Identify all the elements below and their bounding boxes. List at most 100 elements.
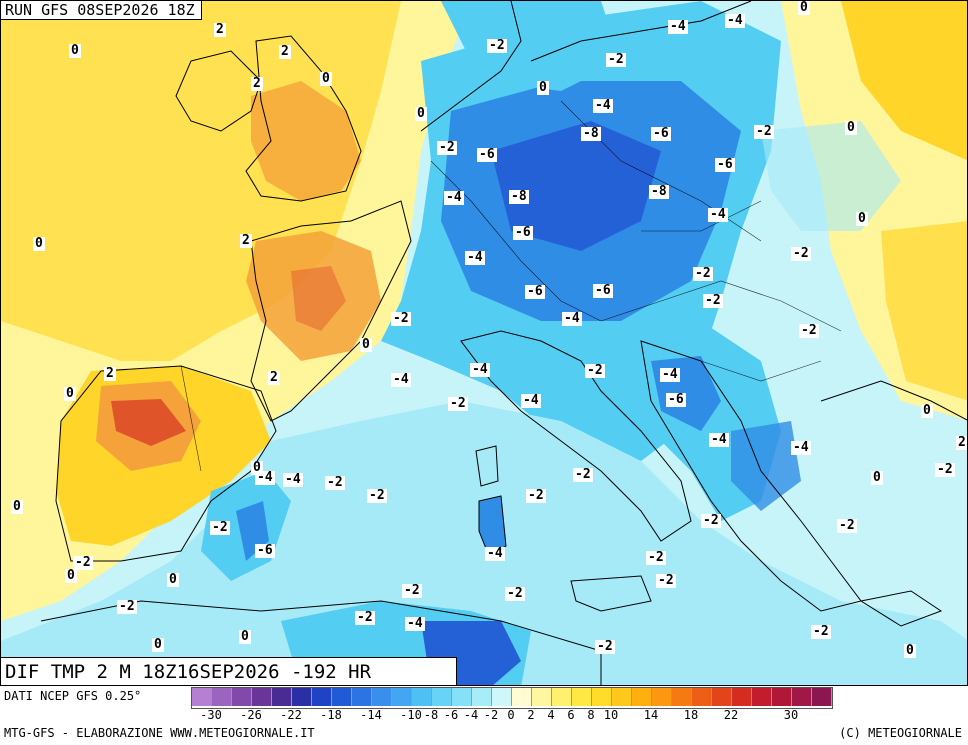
color-scale <box>191 687 833 709</box>
scale-swatch <box>532 688 552 706</box>
contour-label: 0 <box>360 337 372 352</box>
scale-swatch <box>412 688 432 706</box>
corsica-outline <box>475 445 499 487</box>
scale-tick-label: -22 <box>280 708 302 722</box>
sicily-outline <box>570 575 652 612</box>
scale-swatch <box>292 688 312 706</box>
contour-label: -6 <box>666 392 686 407</box>
credit-left: MTG-GFS - ELABORAZIONE WWW.METEOGIORNALE… <box>4 726 315 740</box>
scale-swatch <box>792 688 812 706</box>
border-line <box>641 200 762 232</box>
contour-label: -6 <box>651 126 671 141</box>
contour-label: 0 <box>845 120 857 135</box>
scale-tick-label: -26 <box>240 708 262 722</box>
scale-tick-label: 14 <box>643 708 659 722</box>
scale-tick-label: 18 <box>683 708 699 722</box>
contour-label: 0 <box>33 236 45 251</box>
contour-label: -8 <box>509 189 529 204</box>
temperature-anomaly-map: 2 0 2 2 0 0 -2 -2 -4 -4 0 0 -4 -8 -6 -2 0 -2 -6 -6 -4 -8 -8 -4 0… <box>0 0 968 686</box>
contour-label: -4 <box>255 470 275 485</box>
contour-label: 0 <box>537 80 549 95</box>
warm-uk <box>251 81 361 201</box>
scale-tick-label: -10 <box>400 708 422 722</box>
contour-label: -4 <box>593 98 613 113</box>
contour-label: -2 <box>573 467 593 482</box>
scale-swatch <box>312 688 332 706</box>
contour-label: -2 <box>391 311 411 326</box>
contour-label: -4 <box>485 546 505 561</box>
contour-label: -2 <box>701 513 721 528</box>
contour-label: -2 <box>703 293 723 308</box>
credit-right: (C) METEOGIORNALE <box>839 726 962 740</box>
contour-label: -6 <box>715 157 735 172</box>
contour-label: -6 <box>477 147 497 162</box>
transition-east <box>761 121 901 231</box>
contour-label: -6 <box>525 284 545 299</box>
scale-swatch <box>632 688 652 706</box>
contour-label: -4 <box>391 372 411 387</box>
cold-scandinavia <box>441 1 621 91</box>
cold-central-core <box>491 121 661 251</box>
france-outline <box>250 200 412 422</box>
contour-label: -4 <box>708 207 728 222</box>
contour-label: 2 <box>214 22 226 37</box>
warm-east-south <box>881 221 967 401</box>
warm-france-core <box>291 266 346 331</box>
contour-label: -2 <box>526 488 546 503</box>
border-line <box>430 160 602 322</box>
scale-swatch <box>592 688 612 706</box>
scale-tick-label: -8 <box>423 708 439 722</box>
contour-label: 0 <box>251 460 263 475</box>
scale-tick-label: -30 <box>200 708 222 722</box>
scale-swatch <box>272 688 292 706</box>
scale-swatch <box>732 688 752 706</box>
scale-swatch <box>352 688 372 706</box>
warm-france <box>246 231 381 361</box>
contour-label: -2 <box>73 555 93 570</box>
cold-sardinia <box>479 496 506 556</box>
contour-label: -2 <box>117 599 137 614</box>
contour-label: 0 <box>798 0 810 15</box>
contour-label: -8 <box>649 184 669 199</box>
coastlines <box>40 1 967 685</box>
scale-swatch <box>672 688 692 706</box>
italy-outline <box>460 330 692 542</box>
scale-swatch <box>692 688 712 706</box>
contour-label: -4 <box>791 440 811 455</box>
scale-swatch <box>492 688 512 706</box>
data-source: DATI NCEP GFS 0.25° <box>4 689 142 703</box>
scale-swatch <box>552 688 572 706</box>
scale-tick-label: 2 <box>527 708 535 722</box>
contour-label: -4 <box>562 311 582 326</box>
scale-tick-label: -14 <box>360 708 382 722</box>
contour-label: 2 <box>104 366 116 381</box>
contour-label: 0 <box>904 643 916 658</box>
contour-label: -2 <box>487 38 507 53</box>
scale-swatch <box>772 688 792 706</box>
contour-label: -2 <box>646 550 666 565</box>
black-sea-coast-outline <box>820 380 967 421</box>
contour-label: 0 <box>152 637 164 652</box>
run-title: RUN GFS 08SEP2026 18Z <box>1 1 202 20</box>
scale-swatch <box>212 688 232 706</box>
contour-label: 0 <box>871 470 883 485</box>
contour-label: -4 <box>709 432 729 447</box>
field-title: DIF TMP 2 M 18Z16SEP2026 -192 HR <box>1 657 457 685</box>
contour-label: -4 <box>521 393 541 408</box>
warm-east-core <box>841 1 967 161</box>
contour-label: -2 <box>935 462 955 477</box>
scale-swatch <box>252 688 272 706</box>
border-line <box>700 360 822 382</box>
scale-swatch <box>332 688 352 706</box>
contour-label: 0 <box>64 386 76 401</box>
map-canvas <box>1 1 967 685</box>
baltic-coast-outline <box>530 1 752 62</box>
cold-greece <box>731 421 801 511</box>
border-line <box>600 280 842 332</box>
contour-label: 0 <box>167 572 179 587</box>
contour-label: -2 <box>210 520 230 535</box>
contour-label: -2 <box>799 323 819 338</box>
scale-swatch <box>512 688 532 706</box>
ireland-outline <box>175 50 262 132</box>
contour-label: 0 <box>65 568 77 583</box>
